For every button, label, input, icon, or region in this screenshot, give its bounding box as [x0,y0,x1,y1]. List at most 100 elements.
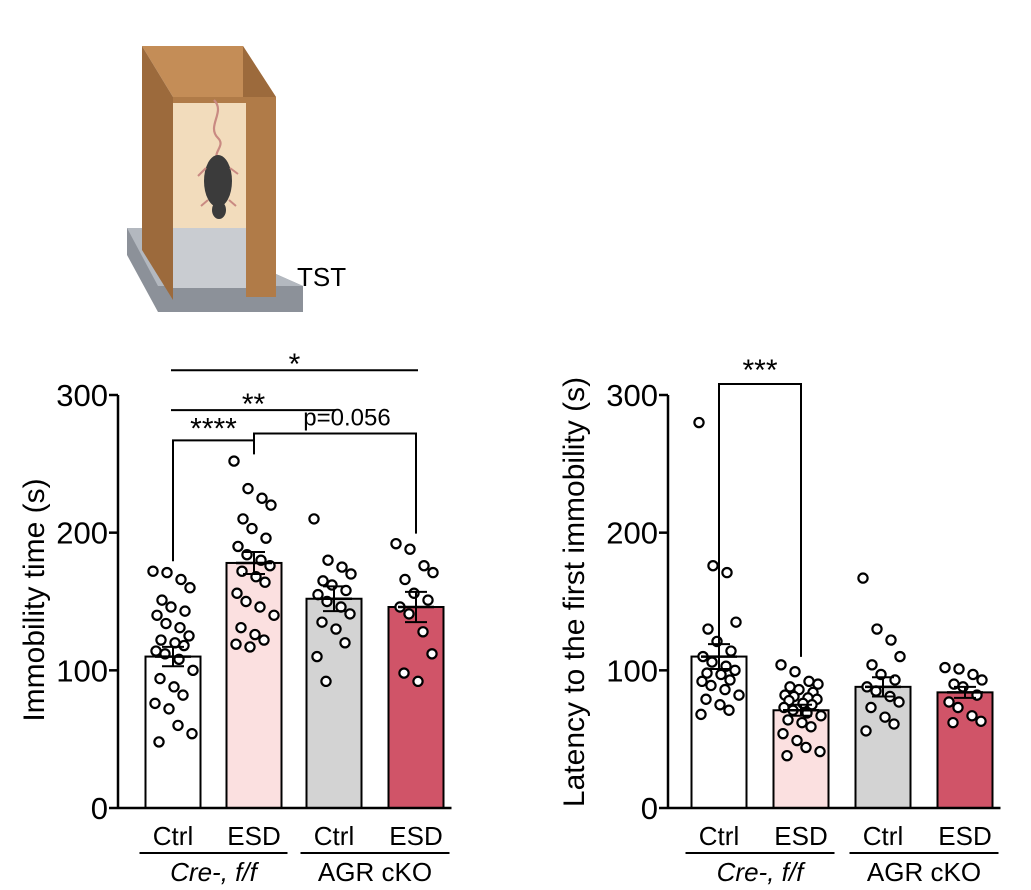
significance-bracket: ** [171,388,336,421]
x-tick-label: Ctrl [699,821,739,851]
y-tick-label: 100 [56,653,108,688]
data-point [231,587,243,599]
data-point [155,634,167,646]
data-point [815,710,827,722]
tail-suspension-test-illustration [127,46,303,312]
significance-label: **** [190,412,237,445]
data-point [789,666,801,678]
error-bar-3 [398,590,434,624]
data-point [187,664,199,677]
data-point [186,727,198,740]
box-top [142,46,276,97]
data-point [317,575,329,587]
y-tick-label: 200 [56,516,108,551]
x-tick-label: ESD [774,821,827,851]
mouse-leg [197,167,207,177]
data-point [706,656,718,668]
data-point [249,628,261,641]
data-point [700,693,712,705]
data-point [696,675,708,688]
data-point [693,416,705,429]
data-point [775,659,787,671]
data-point [426,648,438,660]
data-point [412,675,424,688]
box-front-lintel [173,97,276,103]
data-point [316,616,328,628]
mouse-tail [212,99,222,161]
data-point [246,522,258,535]
box-floor [173,228,246,288]
data-point [812,678,824,690]
y-tick-label: 0 [91,791,108,826]
data-point [781,749,793,762]
box-front-right-post [246,97,276,297]
data-point [399,573,411,586]
data-point [943,696,955,708]
data-point [339,637,351,649]
y-tick-label: 200 [606,516,658,551]
data-point [427,566,439,579]
x-tick-label: ESD [938,821,991,851]
data-point [228,455,240,467]
data-point [168,681,180,693]
data-point [966,710,978,722]
data-point [254,601,266,613]
data-point [175,573,187,586]
x-tick-label: Ctrl [863,821,903,851]
mouse-leg [200,199,209,207]
data-point [939,661,951,674]
data-point [150,645,162,657]
data-point [149,697,161,710]
data-point [242,482,254,495]
significance-bracket: **** [172,412,255,562]
data-point [344,608,356,620]
data-point [151,609,163,621]
data-point [258,634,270,646]
data-point [725,645,737,657]
y-tick-label: 300 [56,378,108,413]
data-point [814,745,826,758]
data-point [797,697,809,710]
significance-bracket: * [171,348,418,381]
x-tick-label: Ctrl [314,821,354,851]
data-point [308,513,320,525]
data-point [893,696,905,708]
bracket-line [718,382,802,657]
data-point [179,605,191,617]
data-point [871,623,883,635]
y-axis-label: Immobility time (s) [18,478,51,721]
data-point [967,668,979,681]
group-label: Cre-, f/f [717,857,806,887]
bar-3 [387,606,445,809]
data-point [184,582,196,594]
data-point [719,683,731,696]
error-bar-1 [236,550,272,575]
data-point [244,641,256,653]
data-point [723,704,735,716]
data-point [311,650,323,663]
data-point [340,584,352,597]
data-point [232,540,244,553]
y-tick-label: 100 [606,653,658,688]
data-point [390,537,402,550]
data-point [256,492,268,504]
data-point [265,499,277,511]
data-point [260,532,272,544]
data-point [866,659,878,671]
data-point [879,711,891,723]
data-point [172,719,184,732]
data-point [237,513,249,525]
data-point [153,736,165,748]
bracket-line [253,432,417,534]
immobility-time-chart: 0 100 200 300 Ctrl ESD Ctrl ESD Cre-, f/f AGR cKO… [18,348,452,887]
significance-label: ** [242,388,266,421]
box-left-wall [142,46,173,300]
data-point [235,621,247,634]
error-bar-0 [155,645,191,668]
data-point [408,587,420,599]
data-point [953,663,965,675]
significance-label: * [289,348,301,381]
mouse-head [212,201,226,219]
data-point [422,594,434,606]
